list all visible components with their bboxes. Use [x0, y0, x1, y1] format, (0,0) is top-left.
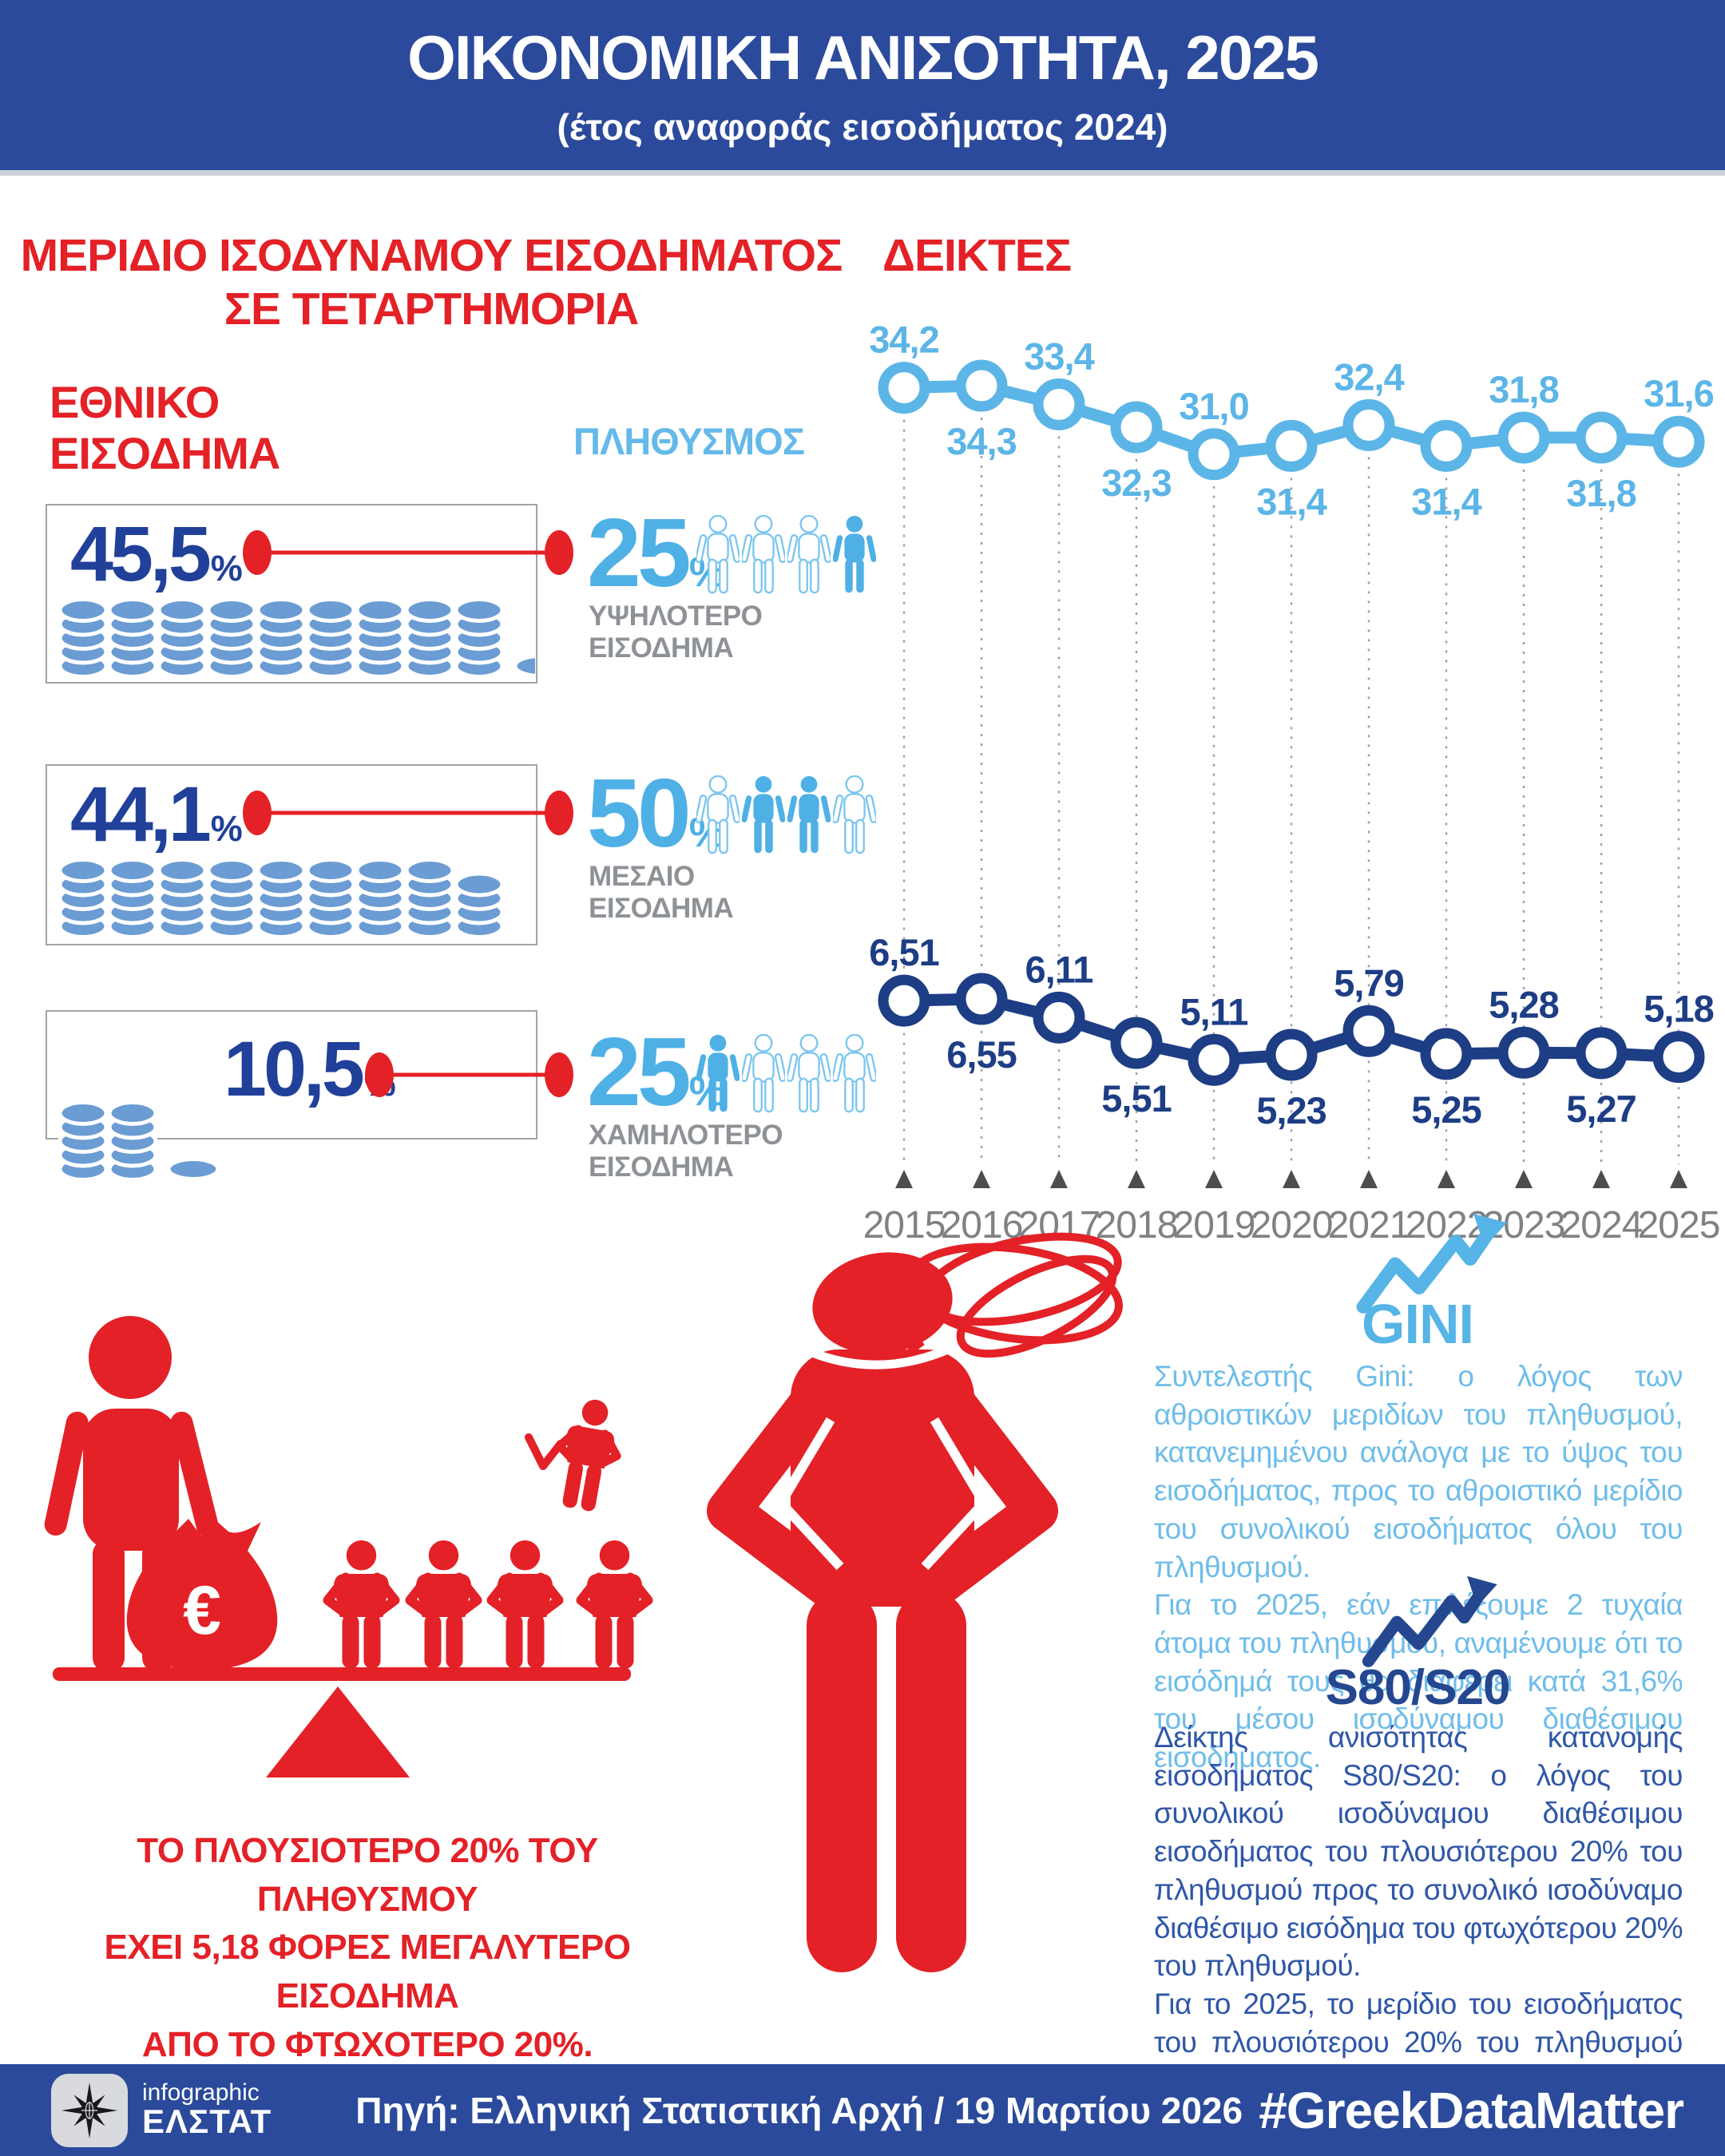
svg-text:32,3: 32,3: [1101, 462, 1171, 504]
svg-text:34,3: 34,3: [946, 420, 1016, 462]
population-share-top: 25%: [587, 498, 726, 607]
svg-text:5,27: 5,27: [1566, 1088, 1636, 1130]
people-icons-top: [696, 515, 876, 594]
source-text: Πηγή: Ελληνική Στατιστική Αρχή / 19 Μαρτ…: [355, 2089, 1243, 2131]
income-column-header: ΕΘΝΙΚΟ ΕΙΣΟΔΗΜΑ: [50, 377, 280, 479]
poor-person-icon: [581, 1540, 648, 1669]
person-outline-icon: [742, 515, 785, 594]
label-lower-income: ΧΑΜΗΛΟΤΕΡΟ ΕΙΣΟΔΗΜΑ: [589, 1120, 783, 1183]
person-filled-icon: [787, 775, 831, 854]
person-filled-icon: [696, 1034, 740, 1112]
seesaw-beam: [53, 1667, 631, 1681]
svg-text:31,8: 31,8: [1489, 368, 1558, 410]
svg-text:5,25: 5,25: [1411, 1088, 1481, 1131]
svg-text:31,4: 31,4: [1411, 480, 1481, 522]
svg-text:31,0: 31,0: [1179, 385, 1248, 427]
euro-symbol: €: [183, 1572, 221, 1649]
indices-line-chart: 2015201620172018201920202021202220232024…: [863, 319, 1721, 1246]
elstat-logo: [51, 2073, 128, 2147]
poor-person-icon: [492, 1540, 559, 1669]
svg-text:33,4: 33,4: [1024, 335, 1094, 377]
compass-star-icon: [61, 2082, 118, 2138]
coin-stacks-middle: [58, 858, 505, 939]
svg-text:5,23: 5,23: [1256, 1089, 1326, 1132]
footer-bar: infographic ΕΛΣΤΑΤ Πηγή: Ελληνική Στατισ…: [0, 2064, 1725, 2156]
elstat-wordmark: infographic ΕΛΣΤΑΤ: [142, 2079, 272, 2141]
svg-text:2020: 2020: [1251, 1204, 1333, 1246]
label-middle-income: ΜΕΣΑΙΟ ΕΙΣΟΔΗΜΑ: [589, 861, 734, 924]
money-bag: €: [126, 1519, 278, 1671]
gini-title: GINI: [1362, 1293, 1474, 1355]
person-outline-icon: [696, 515, 740, 594]
svg-text:2021: 2021: [1328, 1204, 1410, 1246]
people-icons-middle: [696, 775, 876, 854]
svg-text:31,8: 31,8: [1566, 472, 1636, 514]
hashtag-text: #GreekDataMatter: [1259, 2081, 1684, 2139]
svg-text:31,4: 31,4: [1256, 480, 1326, 522]
svg-text:31,6: 31,6: [1644, 372, 1713, 414]
connector-top: [243, 530, 573, 575]
svg-text:2022: 2022: [1406, 1204, 1488, 1246]
svg-text:2019: 2019: [1173, 1204, 1255, 1246]
population-share-bottom: 25%: [587, 1017, 726, 1126]
svg-text:5,18: 5,18: [1644, 988, 1713, 1030]
coin-stacks-top: [58, 597, 535, 679]
page-title: ΟΙΚΟΝΟΜΙΚΗ ΑΝΙΣΟΤΗΤΑ, 2025: [407, 22, 1319, 93]
svg-text:5,79: 5,79: [1334, 961, 1403, 1004]
income-share-top: 45,5%: [70, 510, 243, 597]
svg-text:6,11: 6,11: [1025, 948, 1093, 990]
connector-bottom: [365, 1052, 573, 1097]
seesaw-fulcrum: [266, 1686, 410, 1778]
population-column-header: ΠΛΗΘΥΣΜΟΣ: [573, 420, 805, 462]
person-filled-icon: [742, 775, 785, 854]
svg-text:32,4: 32,4: [1334, 355, 1404, 398]
gini-description: Συντελεστής Gini: ο λόγος των αθροιστικώ…: [1154, 1360, 1683, 1774]
poor-person-icon: [410, 1540, 478, 1669]
person-outline-icon: [787, 1034, 831, 1113]
connector-middle: [243, 791, 573, 835]
people-icons-bottom: [696, 1034, 876, 1113]
svg-text:5,28: 5,28: [1489, 983, 1558, 1025]
falling-person-icon: [549, 1395, 626, 1515]
person-outline-icon: [787, 515, 831, 594]
svg-text:2018: 2018: [1096, 1204, 1178, 1246]
svg-text:2024: 2024: [1560, 1204, 1643, 1246]
motion-mark: [525, 1433, 565, 1470]
header-banner: ΟΙΚΟΝΟΜΙΚΗ ΑΝΙΣΟΤΗΤΑ, 2025 (έτος αναφορά…: [0, 0, 1725, 176]
poor-person-icon: [328, 1540, 395, 1669]
person-outline-icon: [696, 775, 740, 854]
svg-text:5,51: 5,51: [1101, 1077, 1171, 1120]
s80s20-title: S80/S20: [1325, 1660, 1511, 1715]
svg-text:2015: 2015: [863, 1204, 946, 1246]
confused-person-figure: [707, 1232, 1123, 1972]
income-share-middle: 44,1%: [70, 771, 243, 858]
coin-stacks-bottom: [58, 1100, 220, 1182]
balance-caption: ΤΟ ΠΛΟΥΣΙΟΤΕΡΟ 20% ΤΟΥ ΠΛΗΘΥΣΜΟΥ ΕΧΕΙ 5,…: [104, 1831, 631, 2064]
indices-section-title: ΔΕΙΚΤΕΣ: [882, 230, 1072, 281]
svg-text:34,2: 34,2: [869, 319, 938, 361]
rich-person-figure: [44, 1316, 219, 1672]
svg-text:2025: 2025: [1638, 1204, 1720, 1246]
svg-text:6,51: 6,51: [869, 931, 938, 973]
svg-text:5,11: 5,11: [1180, 990, 1248, 1032]
svg-text:6,55: 6,55: [946, 1033, 1016, 1076]
label-higher-income: ΥΨΗΛΟΤΕΡΟ ΕΙΣΟΔΗΜΑ: [589, 600, 763, 664]
page-subtitle: (έτος αναφοράς εισοδήματος 2024): [557, 106, 1168, 148]
balance-scene: €: [44, 1316, 1158, 1778]
person-outline-icon: [742, 1034, 785, 1113]
quartiles-section-title: ΜΕΡΙΔΙΟ ΙΣΟΔΥΝΑΜΟΥ ΕΙΣΟΔΗΜΑΤΟΣ ΣΕ ΤΕΤΑΡΤ…: [20, 230, 843, 335]
